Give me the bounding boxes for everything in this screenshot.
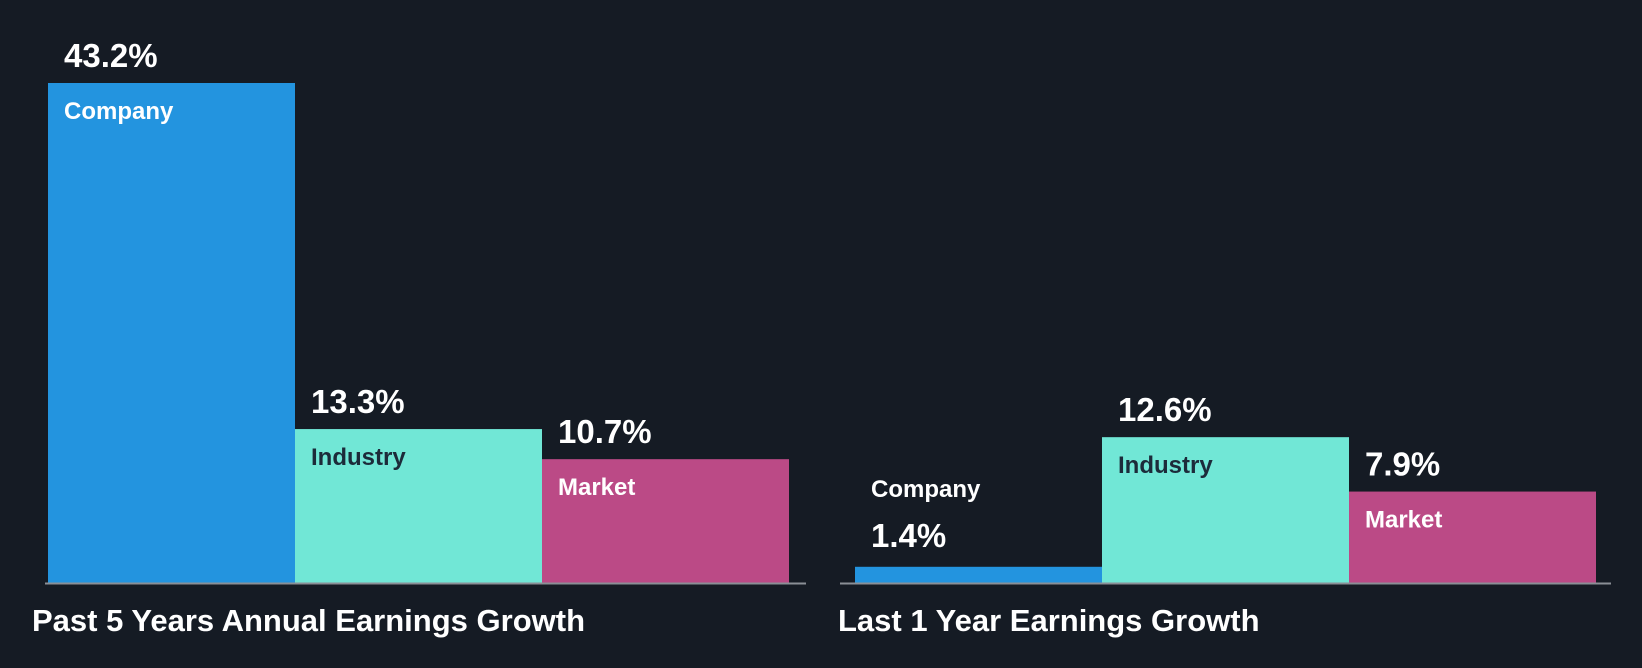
market-value-label: 7.9% xyxy=(1365,446,1440,483)
company-bar xyxy=(855,566,1102,583)
industry-value-label: 13.3% xyxy=(311,383,405,420)
industry-category-label: Industry xyxy=(311,444,406,471)
market-category-label: Market xyxy=(1365,507,1442,534)
market-category-label: Market xyxy=(558,474,635,501)
last-1-year-chart: 1.4% Company 12.6% Industry 7.9% Market xyxy=(840,391,1611,585)
industry-bar xyxy=(295,429,542,583)
industry-category-label: Industry xyxy=(1118,452,1213,479)
last-1-year-panel: 1.4% Company 12.6% Industry 7.9% Market Last … xyxy=(820,0,1642,668)
past-5-years-panel: 43.2% Company 13.3% Industry 10.7% Market Pas… xyxy=(0,0,820,668)
market-value-label: 10.7% xyxy=(558,413,652,450)
company-category-label: Company xyxy=(871,476,981,503)
market-bar xyxy=(542,459,789,583)
chart-title: Past 5 Years Annual Earnings Growth xyxy=(32,603,586,638)
industry-value-label: 12.6% xyxy=(1118,391,1212,428)
company-value-label: 1.4% xyxy=(871,517,946,554)
industry-bar xyxy=(1102,437,1349,583)
company-value-label: 43.2% xyxy=(64,37,158,74)
chart-title: Last 1 Year Earnings Growth xyxy=(838,603,1260,638)
company-bar xyxy=(48,83,295,583)
past-5-years-chart: 43.2% Company 13.3% Industry 10.7% Market xyxy=(45,37,806,585)
company-category-label: Company xyxy=(64,98,174,125)
market-bar xyxy=(1349,491,1596,583)
